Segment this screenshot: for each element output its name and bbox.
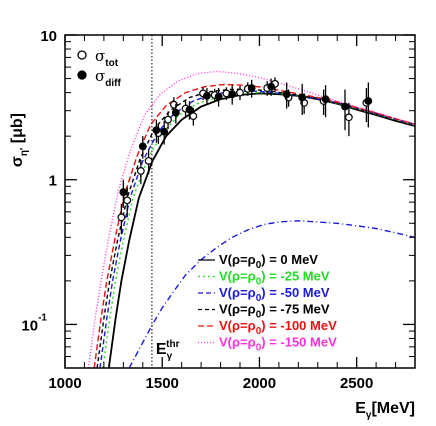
sigma-diff-point-4	[171, 108, 180, 117]
legend-entry-5: V(ρ=ρ0) = -150 MeV	[219, 335, 337, 354]
sigma-diff-point-3	[160, 127, 169, 136]
legend-entry-0: V(ρ=ρ0) = 0 MeV	[219, 252, 318, 271]
y-tick-label-1: 1	[49, 173, 57, 190]
sigma-tot-point-19	[344, 113, 353, 122]
sigma-tot-point-0	[117, 213, 126, 222]
y-tick-label-2: 10	[40, 28, 57, 45]
data-points	[117, 77, 373, 235]
sigma-diff-point-7	[214, 92, 223, 101]
series-line-6	[128, 220, 415, 368]
sigma-diff-point-15	[364, 97, 373, 105]
x-tick-label-0: 1000	[48, 375, 81, 392]
sigma-diff-point-6	[203, 91, 211, 100]
legend-entry-2: V(ρ=ρ0) = -50 MeV	[219, 285, 330, 304]
x-tick-label-3: 2500	[340, 375, 373, 392]
sigma-tot-point-2	[136, 167, 145, 175]
sigma-tot-point-5	[164, 115, 172, 124]
y-axis-title: ση' [μb]	[9, 113, 30, 167]
sigma-tot-point-8	[189, 112, 198, 121]
axes: 1000 1500 2000 2500 10-1 1 10 Eγ[MeV] ση' [μb]	[9, 28, 415, 421]
sigma-diff-point-14	[341, 102, 349, 111]
sigma-diff-point-1	[138, 142, 147, 151]
legend-marker-filled-circle	[77, 70, 87, 80]
sigma-diff-point-0	[119, 188, 128, 197]
legend-marker-open-circle	[77, 50, 87, 60]
legend-entry-3: V(ρ=ρ0) = -75 MeV	[219, 302, 330, 321]
sigma-diff-point-10	[267, 82, 276, 91]
sigma-diff-point-11	[282, 90, 291, 99]
sigma-diff-point-8	[228, 90, 237, 99]
series-line-4	[93, 83, 415, 368]
legend-label-1: σdiff	[95, 67, 121, 89]
x-tick-label-1: 1500	[146, 375, 179, 392]
sigma-tot-point-3	[144, 156, 153, 165]
x-axis-title: Eγ[MeV]	[355, 400, 415, 421]
sigma-diff-point-13	[321, 95, 330, 104]
sigma-tot-point-12	[236, 88, 244, 97]
threshold-label: Eγthr	[156, 339, 180, 362]
series-line-3	[96, 88, 415, 368]
sigma-diff-point-2	[152, 126, 161, 135]
sigma-diff-point-5	[185, 105, 194, 114]
legend-label-0: σtot	[95, 47, 119, 69]
x-tick-label-2: 2000	[243, 375, 276, 392]
sigma-diff-point-9	[247, 84, 256, 92]
legend-entry-4: V(ρ=ρ0) = -100 MeV	[219, 318, 337, 337]
legend-entry-1: V(ρ=ρ0) = -25 MeV	[219, 269, 330, 288]
threshold-marker: Eγthr	[151, 35, 180, 368]
sigma-diff-point-12	[298, 93, 307, 102]
sigma-tot-point-1	[123, 196, 132, 205]
y-tick-label-0: 10-1	[21, 312, 47, 334]
